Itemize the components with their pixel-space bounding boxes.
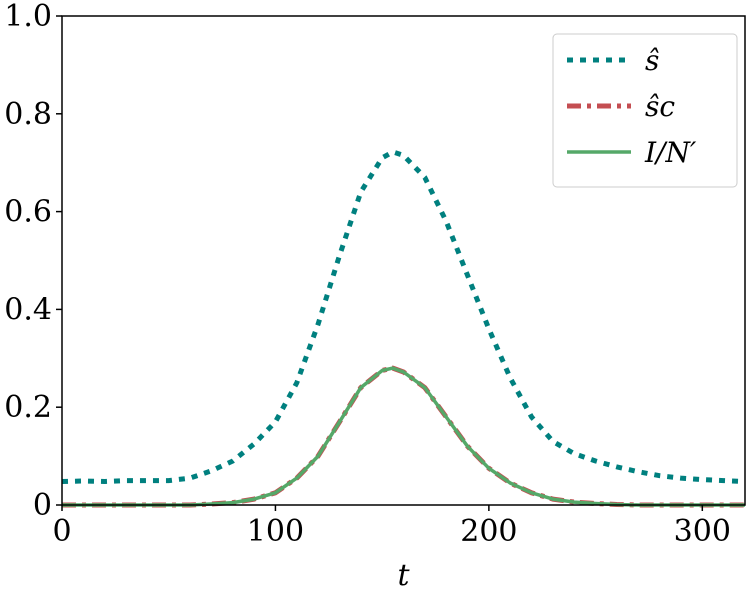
ticks-layer: 0 100 200 300 0 0.2 0.4 0.6 0.8 1.0	[4, 0, 731, 549]
legend-label-1: ŝ	[645, 44, 659, 77]
series-line-3	[62, 366, 745, 507]
x-tick-label: 200	[460, 514, 517, 549]
plot-frame	[61, 15, 746, 506]
series-line-2	[62, 365, 745, 508]
y-tick-label: 1.0	[4, 0, 52, 34]
legend-box	[552, 33, 738, 188]
y-tick-label: 0.2	[4, 390, 52, 425]
y-tick-label: 0	[33, 488, 52, 523]
legend-label-2: ŝc	[645, 90, 675, 123]
legend-label-3: I/N′	[644, 136, 697, 169]
legend: ŝ ŝc I/N′	[552, 33, 738, 188]
x-tick-label: 100	[247, 514, 304, 549]
y-tick-label: 0.4	[4, 292, 52, 327]
x-tick-label: 0	[52, 514, 71, 549]
x-tick-label: 300	[674, 514, 731, 549]
series-line-1	[61, 149, 746, 484]
x-axis-label: t	[397, 558, 410, 593]
y-tick-label: 0.8	[4, 97, 52, 132]
series-layer	[61, 149, 746, 508]
y-tick-label: 0.6	[4, 195, 52, 230]
